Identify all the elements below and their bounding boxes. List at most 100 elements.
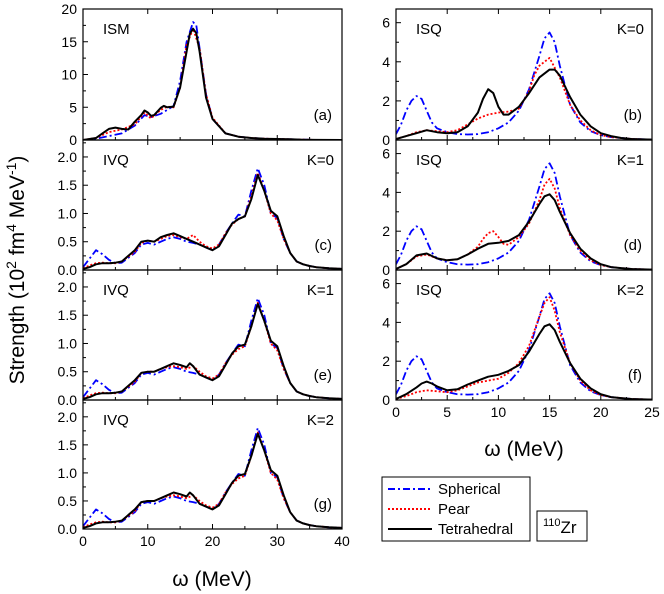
- y-tick-label-c: 1.0: [58, 205, 78, 221]
- x-tick-label-g: 30: [269, 533, 285, 549]
- k-label-c: K=0: [307, 152, 334, 169]
- k-label-g: K=2: [307, 412, 334, 429]
- y-tick-label-e: 2.0: [58, 279, 78, 295]
- panel-label-c: (c): [315, 237, 333, 254]
- x-tick-label-g: 10: [140, 533, 156, 549]
- y-tick-label-b: 2: [382, 93, 390, 109]
- series-line-tetrahedral-a: [83, 27, 342, 140]
- y-tick-label-d: 0: [382, 262, 390, 278]
- series-line-spherical-d: [396, 162, 652, 270]
- panel-f: 0 5 10 15 20 25 0 2 4 6 ISQ K=2 (f) ω (MeV): [382, 269, 660, 461]
- mode-label-d: ISQ: [416, 152, 442, 169]
- y-tick-label-f: 6: [382, 276, 390, 292]
- nucleus-label-text: 110Zr: [543, 517, 577, 537]
- series-line-pear-a: [83, 27, 342, 140]
- panel-label-f: (f): [628, 367, 642, 384]
- panel-label-d: (d): [624, 237, 642, 254]
- y-tick-label-c: 2.0: [58, 149, 78, 165]
- x-tick-label-f: 15: [542, 404, 558, 420]
- series-line-pear-f: [396, 296, 652, 400]
- y-tick-label-d: 2: [382, 223, 390, 239]
- y-tick-label-a: 5: [69, 99, 77, 115]
- series-line-spherical-f: [396, 292, 652, 400]
- x-tick-label-g: 0: [79, 533, 87, 549]
- x-tick-label-f: 5: [443, 404, 451, 420]
- mode-label-c: IVQ: [103, 152, 129, 169]
- panel-d: 0 2 4 6 ISQ K=1 (d): [382, 139, 653, 278]
- y-tick-label-g: 2.0: [58, 409, 78, 425]
- series-line-tetrahedral-g: [83, 432, 342, 529]
- legend: Spherical Pear Tetrahedral: [381, 476, 531, 542]
- k-label-f: K=2: [617, 282, 644, 299]
- panel-b: 0 2 4 6 ISQ K=0 (b): [382, 8, 653, 148]
- y-tick-label-e: 0.0: [58, 392, 78, 408]
- legend-label-tetrahedral: Tetrahedral: [438, 521, 513, 538]
- y-tick-label-d: 6: [382, 146, 390, 162]
- y-tick-label-c: 0.0: [58, 262, 78, 278]
- series-line-spherical-c: [83, 167, 342, 270]
- series-line-spherical-a: [83, 21, 342, 140]
- y-axis-title: Strength (102 fm4 MeV-1): [3, 156, 29, 385]
- series-line-pear-c: [83, 171, 342, 270]
- x-tick-label-f: 10: [491, 404, 507, 420]
- y-tick-label-f: 4: [382, 314, 390, 330]
- x-tick-label-f: 0: [392, 404, 400, 420]
- legend-label-pear: Pear: [438, 501, 470, 518]
- y-tick-label-e: 1.5: [58, 307, 78, 323]
- mode-label-g: IVQ: [103, 412, 129, 429]
- panel-c: 0.0 0.5 1.0 1.5 2.0 IVQ K=0 (c): [58, 139, 343, 278]
- y-tick-label-c: 1.5: [58, 177, 78, 193]
- mode-label-e: IVQ: [103, 282, 129, 299]
- k-label-b: K=0: [617, 21, 644, 38]
- y-tick-label-g: 0.5: [58, 493, 78, 509]
- series-line-pear-g: [83, 431, 342, 529]
- y-tick-label-a: 0: [69, 132, 77, 148]
- series-line-tetrahedral-b: [396, 68, 652, 140]
- y-tick-label-g: 1.5: [58, 437, 78, 453]
- series-line-tetrahedral-f: [396, 323, 652, 400]
- panel-g: 0 10 20 30 40 0.0 0.5 1.0 1.5 2.0 IVQ K=2 (g) ω (MeV): [58, 399, 350, 591]
- y-tick-label-b: 0: [382, 132, 390, 148]
- y-tick-label-f: 2: [382, 353, 390, 369]
- panel-label-a: (a): [314, 107, 332, 124]
- mode-label-a: ISM: [103, 21, 130, 38]
- mode-label-b: ISQ: [416, 21, 442, 38]
- series-line-pear-d: [396, 177, 652, 270]
- k-label-d: K=1: [617, 152, 644, 169]
- y-tick-label-b: 6: [382, 15, 390, 31]
- y-tick-label-e: 1.0: [58, 335, 78, 351]
- y-tick-label-e: 0.5: [58, 364, 78, 380]
- x-tick-label-g: 40: [334, 533, 350, 549]
- panel-label-g: (g): [314, 496, 332, 513]
- y-tick-label-d: 4: [382, 184, 390, 200]
- panel-a: 0 5 10 15 20 ISM (a): [61, 1, 343, 148]
- series-line-tetrahedral-d: [396, 193, 652, 270]
- y-tick-label-b: 4: [382, 54, 390, 70]
- legend-label-spherical: Spherical: [438, 481, 501, 498]
- y-tick-label-a: 20: [61, 1, 77, 17]
- series-line-tetrahedral-c: [83, 174, 342, 270]
- series-line-spherical-g: [83, 427, 342, 529]
- panel-e: 0.0 0.5 1.0 1.5 2.0 IVQ K=1 (e): [58, 269, 343, 408]
- y-tick-label-c: 0.5: [58, 234, 78, 250]
- x-axis-title-f: ω (MeV): [484, 438, 563, 461]
- series-line-spherical-e: [83, 297, 342, 400]
- k-label-e: K=1: [307, 282, 334, 299]
- y-tick-label-a: 15: [61, 34, 77, 50]
- series-line-spherical-b: [396, 31, 652, 140]
- x-tick-label-g: 20: [205, 533, 221, 549]
- panel-label-e: (e): [314, 367, 332, 384]
- y-tick-label-a: 10: [61, 67, 77, 83]
- series-line-tetrahedral-e: [83, 302, 342, 400]
- x-axis-title-g: ω (MeV): [172, 568, 251, 591]
- y-tick-label-f: 0: [382, 392, 390, 408]
- y-tick-label-g: 0.0: [58, 521, 78, 537]
- x-tick-label-f: 20: [593, 404, 609, 420]
- panel-label-b: (b): [624, 107, 642, 124]
- nucleus-label: 110Zr: [536, 510, 588, 542]
- mode-label-f: ISQ: [416, 282, 442, 299]
- series-line-pear-e: [83, 301, 342, 400]
- x-tick-label-f: 25: [644, 404, 660, 420]
- y-tick-label-g: 1.0: [58, 465, 78, 481]
